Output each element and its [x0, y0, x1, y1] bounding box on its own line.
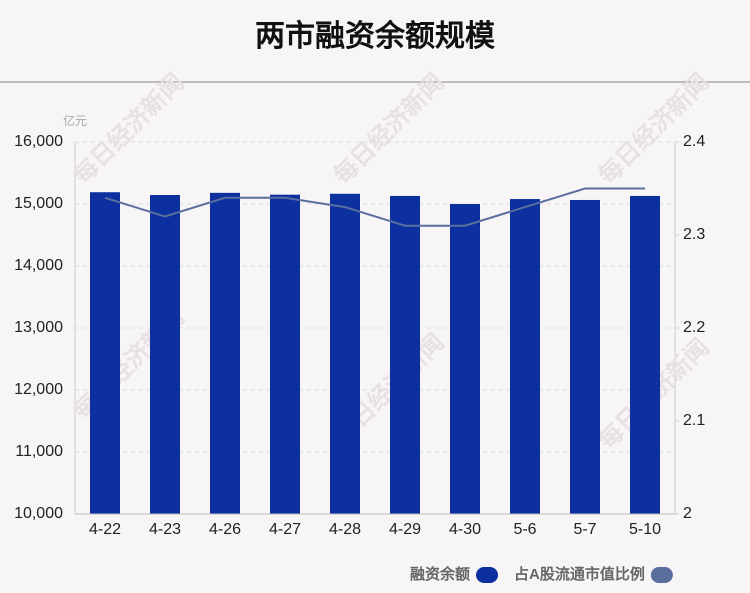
x-tick-label: 4-26	[209, 521, 241, 538]
y-tick-label: 12,000	[14, 381, 63, 398]
bar	[570, 199, 600, 514]
x-tick-label: 4-30	[449, 521, 481, 538]
bar	[270, 194, 300, 514]
x-tick-label: 4-28	[329, 521, 361, 538]
x-tick-label: 4-22	[89, 521, 121, 538]
bar	[630, 195, 660, 514]
y-tick-label: 13,000	[14, 319, 63, 336]
y2-tick-label: 2.2	[683, 319, 705, 336]
x-tick-label: 4-27	[269, 521, 301, 538]
bar	[210, 192, 240, 514]
bar	[150, 195, 180, 514]
bar	[90, 192, 120, 514]
y2-tick-label: 2.4	[683, 133, 705, 150]
bar	[330, 193, 360, 514]
legend-label: 融资余额	[410, 565, 470, 583]
y-tick-label: 15,000	[14, 195, 63, 212]
y-tick-label: 14,000	[14, 257, 63, 274]
bar	[510, 199, 540, 515]
legend-label: 占A股流通市值比例	[514, 565, 645, 583]
x-tick-label: 5-6	[513, 521, 536, 538]
y2-tick-label: 2.3	[683, 226, 705, 243]
y-tick-label: 16,000	[14, 133, 63, 150]
bar	[390, 195, 420, 514]
legend-swatch	[650, 567, 673, 583]
x-tick-label: 4-29	[389, 521, 421, 538]
legend-swatch	[476, 567, 499, 583]
y-tick-label: 10,000	[14, 505, 63, 522]
chart-title: 两市融资余额规模	[255, 19, 495, 53]
x-tick-label: 4-23	[149, 521, 181, 538]
y-tick-label: 11,000	[15, 443, 63, 460]
y2-tick-label: 2	[683, 505, 692, 522]
x-tick-label: 5-7	[573, 521, 596, 538]
y2-tick-label: 2.1	[683, 412, 705, 429]
y-unit: 亿元	[63, 113, 87, 128]
bar	[450, 204, 480, 514]
line	[104, 187, 645, 227]
x-tick-label: 5-10	[629, 521, 661, 538]
